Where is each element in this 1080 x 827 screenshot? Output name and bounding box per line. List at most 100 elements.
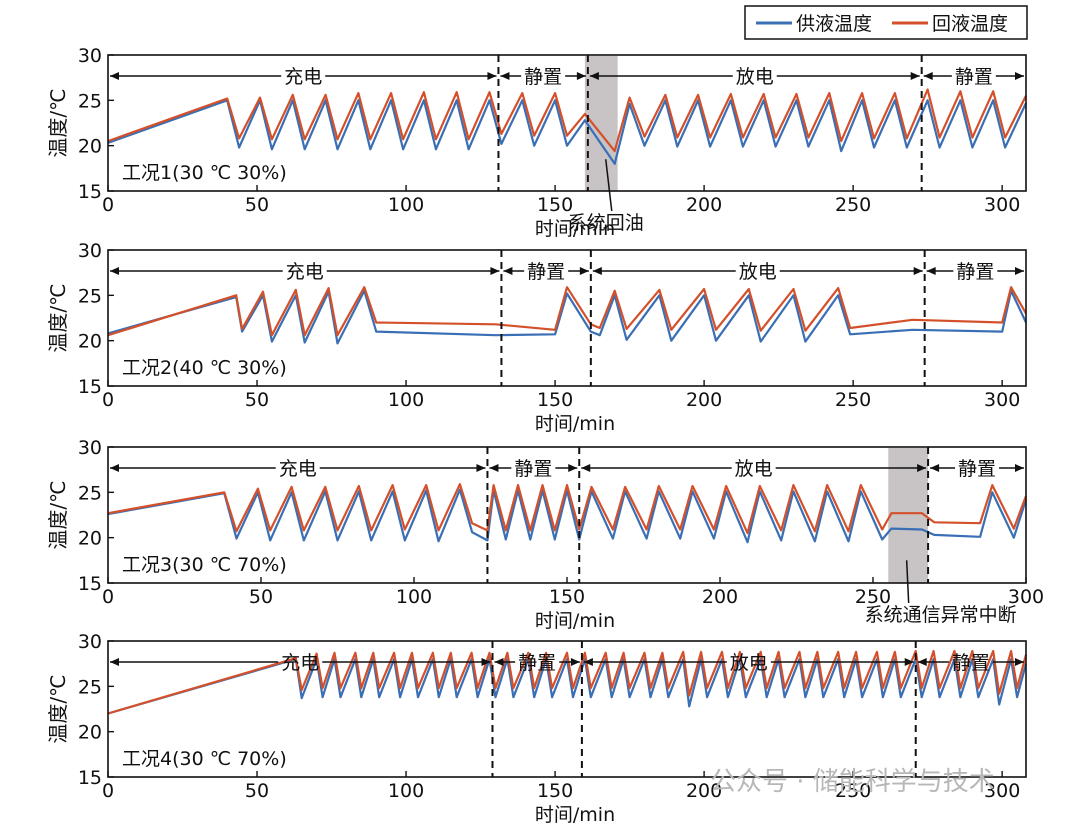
phase-4: 静置 bbox=[920, 55, 1024, 191]
x-tick-label: 0 bbox=[102, 586, 114, 608]
phase-2: 静置 bbox=[486, 447, 578, 583]
y-tick-label: 20 bbox=[78, 136, 102, 158]
y-tick-label: 20 bbox=[78, 722, 102, 744]
x-tick-label: 250 bbox=[855, 586, 891, 608]
phase-label: 静置 bbox=[958, 458, 996, 480]
x-tick-label: 150 bbox=[537, 780, 573, 802]
x-tick-label: 250 bbox=[835, 194, 871, 216]
y-axis-label: 温度/℃ bbox=[46, 674, 70, 743]
phase-label: 静置 bbox=[514, 458, 552, 480]
phase-label: 静置 bbox=[952, 652, 990, 674]
x-tick-label: 0 bbox=[102, 194, 114, 216]
condition-label: 工况1(30 ℃ 30%) bbox=[122, 162, 287, 184]
phase-4: 静置 bbox=[927, 447, 1024, 583]
x-tick-label: 50 bbox=[245, 389, 269, 411]
y-axis-label: 温度/℃ bbox=[46, 88, 70, 157]
y-axis-label: 温度/℃ bbox=[46, 283, 70, 352]
x-tick-label: 250 bbox=[835, 780, 871, 802]
y-tick-label: 15 bbox=[78, 376, 102, 398]
series-supply-line bbox=[107, 99, 1027, 165]
annotation-pointer bbox=[605, 159, 613, 212]
series-return-line bbox=[107, 649, 1028, 715]
x-tick-label: 150 bbox=[549, 586, 585, 608]
x-tick-label: 150 bbox=[537, 389, 573, 411]
arrowhead-left bbox=[110, 658, 119, 666]
y-tick-label: 30 bbox=[78, 240, 102, 262]
arrowhead-left bbox=[489, 464, 499, 472]
arrowhead-left bbox=[500, 72, 510, 80]
legend-supply-label: 供液温度 bbox=[796, 13, 872, 35]
plot-frame bbox=[107, 54, 1027, 192]
y-tick-label: 20 bbox=[78, 528, 102, 550]
arrowhead-left bbox=[923, 72, 933, 80]
x-tick-label: 200 bbox=[702, 586, 738, 608]
arrowhead-right bbox=[490, 267, 500, 275]
arrowhead-left bbox=[917, 658, 927, 666]
phase-2: 静置 bbox=[491, 641, 580, 777]
arrowhead-right bbox=[487, 72, 497, 80]
condition-label: 工况4(30 ℃ 70%) bbox=[122, 748, 287, 770]
x-tick-label: 200 bbox=[686, 780, 722, 802]
phase-label: 放电 bbox=[735, 458, 773, 480]
x-tick-label: 300 bbox=[984, 780, 1020, 802]
x-tick-label: 100 bbox=[388, 194, 424, 216]
arrowhead-right bbox=[1015, 72, 1024, 80]
phase-label: 充电 bbox=[284, 66, 322, 88]
x-axis-label: 时间/min bbox=[535, 610, 615, 632]
x-tick-label: 200 bbox=[686, 389, 722, 411]
arrowhead-right bbox=[568, 464, 578, 472]
arrowhead-left bbox=[592, 267, 602, 275]
watermark: 公众号 · 储能科学与技术 bbox=[710, 767, 995, 797]
x-tick-label: 200 bbox=[686, 194, 722, 216]
y-tick-label: 20 bbox=[78, 331, 102, 353]
arrowhead-left bbox=[503, 267, 513, 275]
arrowhead-right bbox=[576, 72, 586, 80]
arrowhead-right bbox=[910, 72, 920, 80]
legend: 供液温度 回液温度 bbox=[744, 5, 1028, 40]
phase-1: 充电 bbox=[110, 66, 497, 88]
arrowhead-right bbox=[1015, 464, 1024, 472]
arrowhead-left bbox=[110, 72, 119, 80]
x-tick-label: 100 bbox=[388, 389, 424, 411]
arrowhead-left bbox=[110, 464, 119, 472]
condition-label: 工况3(30 ℃ 70%) bbox=[122, 554, 287, 576]
annotation-label: 系统回油 bbox=[568, 212, 644, 234]
x-axis-label: 时间/min bbox=[535, 804, 615, 826]
arrowhead-left bbox=[583, 658, 593, 666]
arrowhead-right bbox=[481, 658, 491, 666]
series-supply-line bbox=[107, 657, 1028, 715]
arrowhead-left bbox=[930, 464, 940, 472]
phase-label: 充电 bbox=[279, 458, 317, 480]
arrowhead-left bbox=[110, 267, 119, 275]
phase-3: 放电 bbox=[586, 55, 920, 191]
y-tick-label: 15 bbox=[78, 181, 102, 203]
x-tick-label: 300 bbox=[984, 194, 1020, 216]
y-tick-label: 15 bbox=[78, 573, 102, 595]
x-tick-label: 300 bbox=[1008, 586, 1044, 608]
phase-label: 放电 bbox=[736, 66, 774, 88]
y-axis-label: 温度/℃ bbox=[46, 480, 70, 549]
phase-1: 充电 bbox=[110, 261, 500, 283]
arrowhead-right bbox=[917, 464, 927, 472]
x-tick-label: 50 bbox=[245, 194, 269, 216]
series-supply-line bbox=[107, 488, 1028, 544]
x-tick-label: 150 bbox=[537, 194, 573, 216]
phase-label: 放电 bbox=[730, 652, 768, 674]
phase-label: 放电 bbox=[739, 261, 777, 283]
arrowhead-right bbox=[1015, 267, 1024, 275]
arrowhead-left bbox=[926, 267, 936, 275]
series-return-line bbox=[107, 483, 1028, 535]
condition-label: 工况2(40 ℃ 30%) bbox=[122, 357, 287, 379]
x-tick-label: 300 bbox=[984, 389, 1020, 411]
series-return-line bbox=[107, 286, 1027, 337]
phase-3: 放电 bbox=[578, 447, 927, 583]
phase-3: 放电 bbox=[589, 250, 923, 386]
phase-label: 静置 bbox=[955, 66, 993, 88]
phase-1: 充电 bbox=[110, 652, 491, 674]
phase-label: 充电 bbox=[281, 652, 319, 674]
